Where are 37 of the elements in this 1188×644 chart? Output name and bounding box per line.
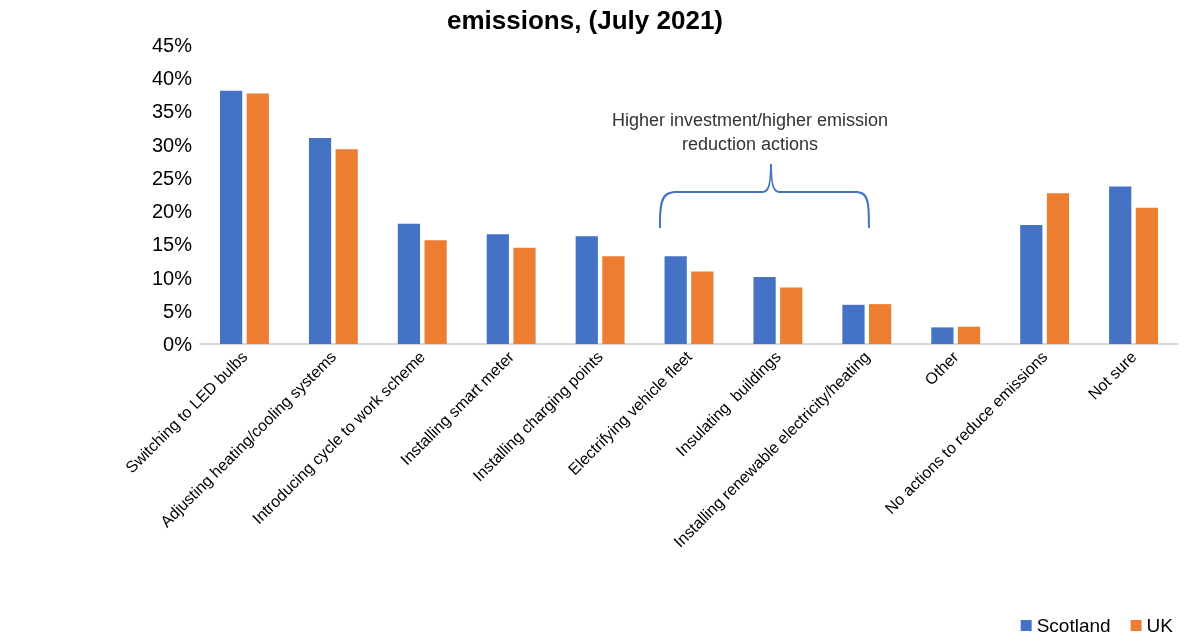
y-tick-label: 25% <box>151 166 193 189</box>
y-tick-label: 10% <box>151 266 193 289</box>
y-tick-label: 30% <box>151 133 193 156</box>
y-tick-label: 35% <box>151 100 193 123</box>
legend-label: UK <box>1146 615 1174 636</box>
bar <box>957 326 981 344</box>
bar <box>691 271 714 344</box>
bar <box>780 287 803 344</box>
bar <box>308 138 332 344</box>
bar <box>1046 193 1070 344</box>
y-tick-label: 20% <box>151 200 193 223</box>
annotation: Higher investment/higher emission reduction actions <box>610 109 890 156</box>
y-tick-label: 45% <box>151 34 193 56</box>
bar <box>842 304 865 344</box>
bar <box>1020 225 1043 344</box>
bar <box>220 90 243 344</box>
bar <box>931 327 954 344</box>
bar <box>1135 207 1158 344</box>
x-tick-label: Not sure <box>1084 347 1140 403</box>
bar <box>486 234 509 344</box>
bar <box>424 240 447 344</box>
legend-label: Scotland <box>1036 615 1111 636</box>
y-tick-label: 5% <box>163 299 193 322</box>
bar <box>575 236 598 344</box>
bar <box>335 149 358 344</box>
bar <box>664 256 687 344</box>
y-tick-label: 15% <box>151 233 193 256</box>
bar <box>753 276 776 344</box>
bar <box>602 256 625 344</box>
bar <box>513 247 536 344</box>
y-tick-label: 40% <box>151 67 193 90</box>
bar <box>1109 186 1132 344</box>
bar <box>246 93 269 344</box>
bar <box>397 223 421 344</box>
y-tick-label: 0% <box>163 333 193 355</box>
bar <box>869 304 892 344</box>
chart-title: emissions, (July 2021) <box>446 5 724 35</box>
